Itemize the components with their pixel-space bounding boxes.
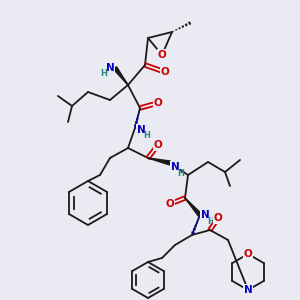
Text: O: O: [158, 50, 166, 60]
Text: O: O: [166, 199, 174, 209]
Polygon shape: [185, 198, 202, 216]
Text: H: H: [100, 70, 107, 79]
Text: N: N: [201, 210, 209, 220]
Text: N: N: [171, 162, 179, 172]
Text: H: H: [178, 169, 184, 178]
Text: O: O: [214, 213, 222, 223]
Text: H: H: [144, 131, 150, 140]
Text: O: O: [244, 249, 252, 259]
Text: O: O: [160, 67, 169, 77]
Polygon shape: [113, 67, 128, 85]
Polygon shape: [148, 158, 170, 165]
Text: H: H: [208, 217, 214, 226]
Text: N: N: [244, 285, 252, 295]
Text: O: O: [154, 140, 162, 150]
Text: N: N: [106, 63, 114, 73]
Text: N: N: [136, 125, 146, 135]
Text: O: O: [154, 98, 162, 108]
